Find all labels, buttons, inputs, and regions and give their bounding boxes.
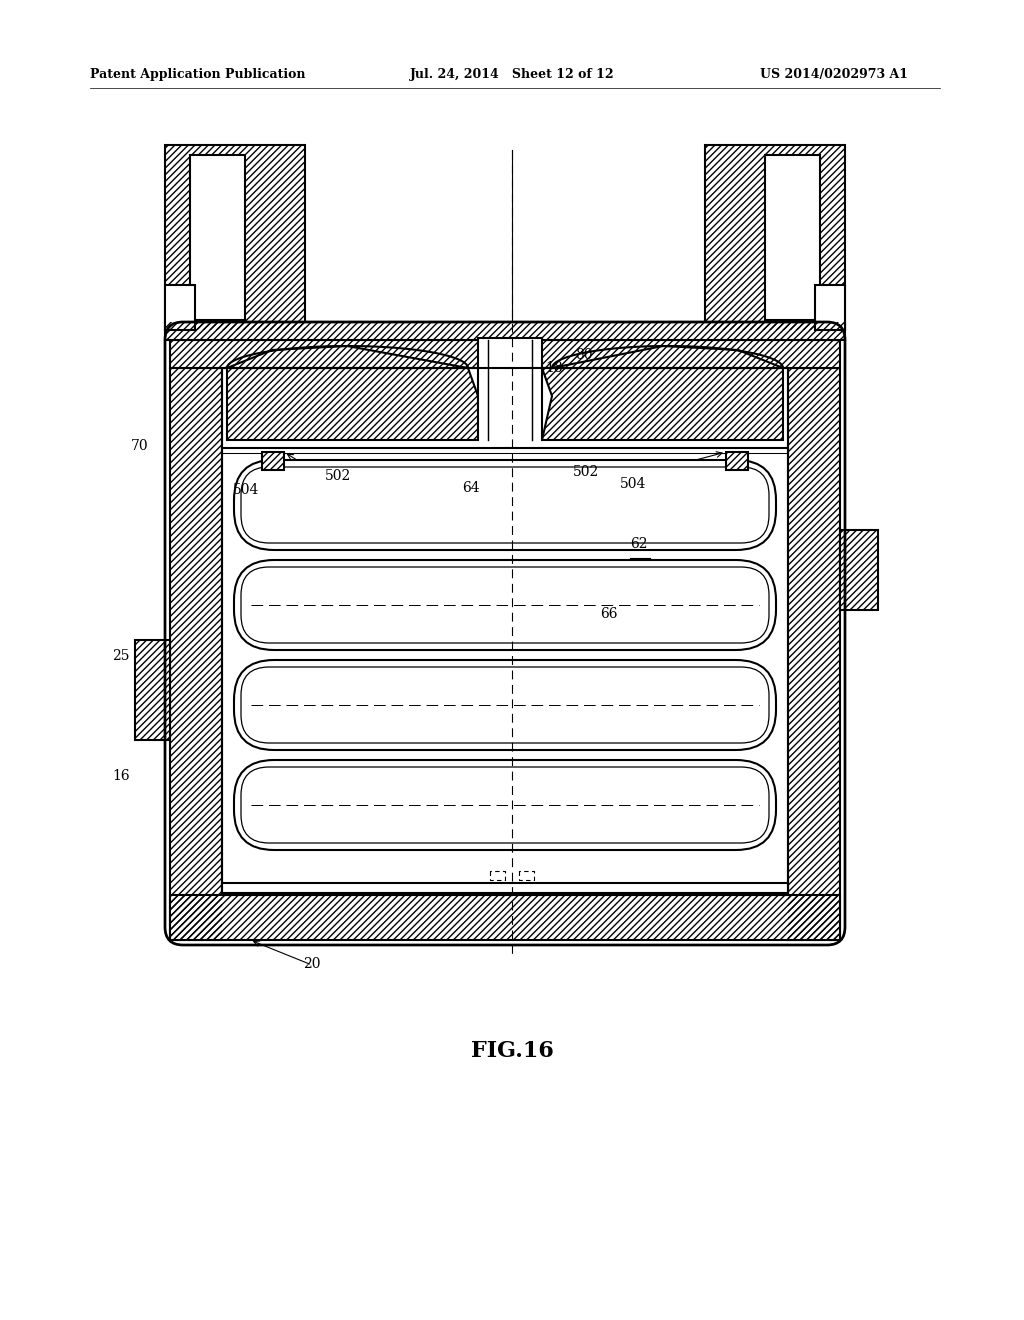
Bar: [222, 883, 788, 894]
Text: Jul. 24, 2014   Sheet 12 of 12: Jul. 24, 2014 Sheet 12 of 12: [410, 69, 614, 81]
Polygon shape: [552, 346, 783, 368]
Text: 504: 504: [233, 483, 259, 498]
Bar: [705, 145, 845, 330]
FancyBboxPatch shape: [234, 459, 776, 550]
FancyBboxPatch shape: [241, 467, 769, 543]
FancyBboxPatch shape: [241, 667, 769, 743]
Text: 18: 18: [545, 360, 562, 375]
Bar: [170, 368, 222, 940]
FancyBboxPatch shape: [241, 568, 769, 643]
Bar: [840, 531, 878, 610]
Bar: [262, 451, 284, 470]
Bar: [165, 322, 845, 341]
FancyBboxPatch shape: [234, 660, 776, 750]
Text: 504: 504: [620, 477, 646, 491]
Bar: [135, 640, 170, 741]
Bar: [788, 368, 840, 940]
Polygon shape: [227, 368, 478, 440]
Bar: [705, 145, 845, 330]
Bar: [170, 895, 840, 940]
Text: 70: 70: [130, 440, 148, 453]
Text: FIG.16: FIG.16: [471, 1040, 553, 1063]
Text: 502: 502: [573, 465, 599, 479]
FancyBboxPatch shape: [241, 767, 769, 843]
Text: 66: 66: [600, 607, 617, 620]
Bar: [170, 341, 840, 368]
Bar: [170, 368, 222, 940]
Bar: [165, 322, 845, 341]
FancyBboxPatch shape: [234, 560, 776, 649]
Bar: [478, 337, 542, 444]
Text: Patent Application Publication: Patent Application Publication: [90, 69, 305, 81]
Bar: [262, 451, 284, 470]
Bar: [165, 145, 305, 330]
Polygon shape: [227, 346, 468, 368]
Bar: [135, 640, 170, 741]
Text: 502: 502: [325, 469, 351, 483]
Bar: [765, 154, 820, 319]
Polygon shape: [542, 368, 783, 440]
Bar: [788, 368, 840, 940]
Bar: [190, 154, 245, 319]
Bar: [170, 895, 840, 940]
Text: 20: 20: [303, 957, 321, 972]
Bar: [726, 451, 748, 470]
Text: 64: 64: [462, 480, 479, 495]
Bar: [815, 285, 845, 330]
Bar: [170, 341, 840, 368]
Text: 25: 25: [113, 649, 130, 663]
Bar: [222, 368, 788, 895]
Text: US 2014/0202973 A1: US 2014/0202973 A1: [760, 69, 908, 81]
FancyBboxPatch shape: [234, 760, 776, 850]
Bar: [726, 451, 748, 470]
Bar: [840, 531, 878, 610]
Text: 16: 16: [113, 770, 130, 783]
Bar: [165, 145, 305, 330]
Text: 62: 62: [630, 537, 647, 550]
Text: 80: 80: [575, 348, 593, 362]
Bar: [165, 285, 195, 330]
